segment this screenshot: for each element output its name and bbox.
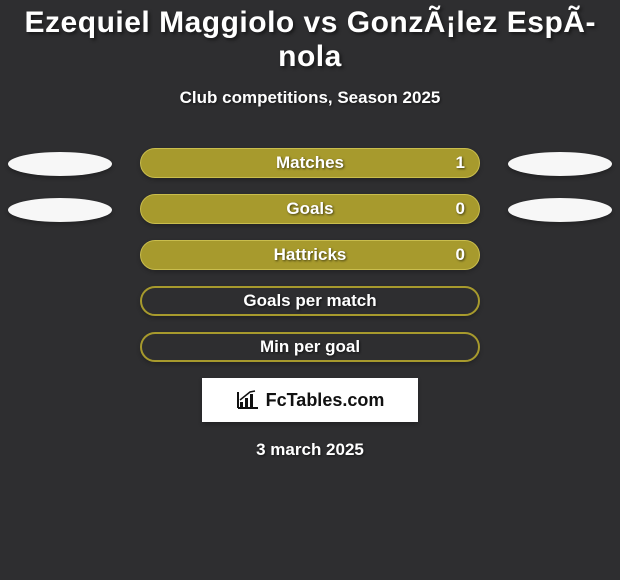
stat-bar: Hattricks 0	[140, 240, 480, 270]
stat-value: 0	[456, 199, 465, 219]
left-ellipse	[8, 198, 112, 222]
stat-label: Hattricks	[274, 245, 347, 265]
right-ellipse	[508, 152, 612, 176]
right-ellipse	[508, 198, 612, 222]
left-ellipse	[8, 152, 112, 176]
stat-row: Goals 0	[0, 194, 620, 224]
stat-row: Matches 1	[0, 148, 620, 178]
stat-label: Min per goal	[260, 337, 360, 357]
stat-bar: Goals per match	[140, 286, 480, 316]
stat-label: Goals	[286, 199, 333, 219]
date-text: 3 march 2025	[0, 440, 620, 460]
page-subtitle: Club competitions, Season 2025	[0, 88, 620, 108]
stat-bar: Matches 1	[140, 148, 480, 178]
page-title: Ezequiel Maggiolo vs GonzÃ¡lez EspÃ­nola	[0, 0, 620, 74]
stat-row: Hattricks 0	[0, 240, 620, 270]
stat-bar: Goals 0	[140, 194, 480, 224]
logo-box: FcTables.com	[202, 378, 418, 422]
stat-label: Matches	[276, 153, 344, 173]
stat-row: Goals per match	[0, 286, 620, 316]
logo-text: FcTables.com	[266, 390, 385, 411]
stat-value: 1	[456, 153, 465, 173]
stat-row: Min per goal	[0, 332, 620, 362]
stat-rows: Matches 1 Goals 0 Hattricks 0 Goals per match M…	[0, 148, 620, 362]
stat-bar: Min per goal	[140, 332, 480, 362]
stat-value: 0	[456, 245, 465, 265]
bar-chart-icon	[236, 390, 260, 410]
stat-label: Goals per match	[243, 291, 376, 311]
